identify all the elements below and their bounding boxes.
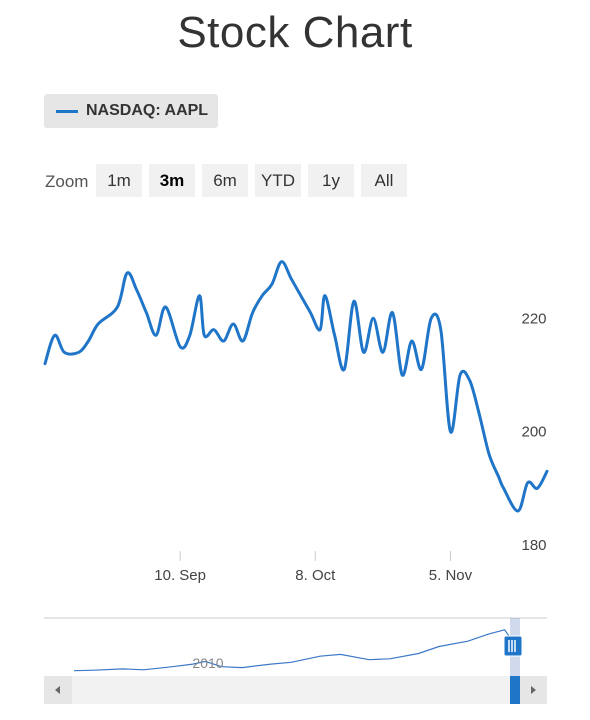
navigator-year-label: 2010	[192, 655, 223, 671]
zoom-button-ytd[interactable]: YTD	[255, 164, 301, 197]
navigator[interactable]: 2010	[44, 617, 547, 704]
zoom-button-all[interactable]: All	[361, 164, 407, 197]
zoom-button-1y[interactable]: 1y	[308, 164, 354, 197]
y-tick-label: 220	[521, 310, 546, 327]
scroll-left-arrow-icon	[55, 686, 60, 694]
zoom-label: Zoom	[45, 172, 89, 191]
x-axis: 10. Sep 8. Oct 5. Nov	[154, 551, 473, 584]
legend-label: NASDAQ: AAPL	[86, 102, 209, 119]
zoom-button-6m[interactable]: 6m	[202, 164, 248, 197]
scrollbar-thumb[interactable]	[510, 676, 520, 704]
y-tick-label: 180	[521, 537, 546, 554]
zoom-button-1m[interactable]: 1m	[96, 164, 142, 197]
scroll-right-arrow-icon	[531, 686, 536, 694]
navigator-background	[44, 618, 547, 676]
navigator-handle[interactable]	[503, 635, 523, 657]
legend-item-aapl[interactable]: NASDAQ: AAPL	[44, 94, 218, 128]
x-tick-label: 10. Sep	[154, 567, 206, 584]
y-tick-label: 200	[521, 424, 546, 441]
scrollbar-track[interactable]	[44, 676, 547, 704]
main-plot-area[interactable]	[43, 260, 549, 513]
x-tick-label: 8. Oct	[295, 567, 336, 584]
navigator-series-line	[73, 629, 513, 672]
zoom-button-3m[interactable]: 3m	[149, 164, 195, 197]
x-tick-label: 5. Nov	[429, 567, 473, 584]
y-axis: 180 200 220	[521, 310, 546, 554]
chart-title: Stock Chart	[177, 8, 413, 57]
legend-line-icon	[56, 109, 78, 113]
series-line-aapl[interactable]	[43, 260, 549, 513]
